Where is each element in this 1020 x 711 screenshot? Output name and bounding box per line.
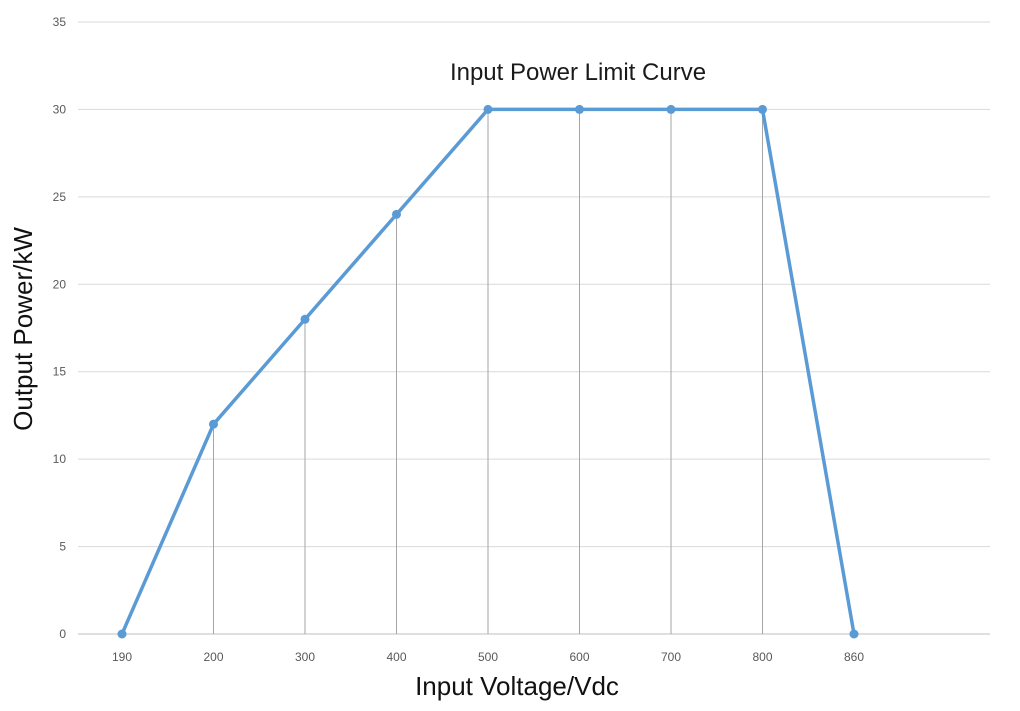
data-point-400 xyxy=(392,209,401,219)
x-tick-label: 190 xyxy=(112,650,132,664)
data-point-700 xyxy=(666,104,676,114)
x-tick-label: 800 xyxy=(752,650,772,664)
x-tick-label: 500 xyxy=(478,650,498,664)
data-point-500 xyxy=(483,104,493,114)
series-layer xyxy=(117,104,859,639)
data-point-300 xyxy=(300,314,310,324)
x-tick-label: 300 xyxy=(295,650,315,664)
x-tick-label: 860 xyxy=(844,650,864,664)
y-tick-label: 30 xyxy=(53,102,67,116)
chart-title: Input Power Limit Curve xyxy=(450,59,706,86)
x-axis-label: Input Voltage/Vdc xyxy=(415,671,619,701)
y-axis-ticks: 0 5 10 15 20 25 30 35 xyxy=(53,15,67,641)
y-tick-label: 5 xyxy=(59,540,66,554)
gridlines xyxy=(78,21,990,635)
data-point-200 xyxy=(209,419,218,429)
y-tick-label: 0 xyxy=(59,627,66,641)
data-point-190 xyxy=(117,629,127,639)
x-tick-label: 600 xyxy=(569,650,589,664)
x-tick-label: 200 xyxy=(203,650,223,664)
y-tick-label: 10 xyxy=(53,452,67,466)
x-tick-label: 700 xyxy=(661,650,681,664)
data-point-800 xyxy=(758,104,767,114)
drop-lines xyxy=(213,109,763,634)
x-tick-label: 400 xyxy=(386,650,406,664)
x-axis-ticks: 190 200 300 400 500 600 700 800 860 xyxy=(112,650,864,664)
data-point-860 xyxy=(849,629,859,639)
y-axis-label: Output Power/kW xyxy=(8,227,38,431)
data-point-600 xyxy=(575,104,584,114)
y-tick-label: 35 xyxy=(53,15,67,29)
y-tick-label: 15 xyxy=(53,365,67,379)
y-tick-label: 20 xyxy=(53,277,67,291)
y-tick-label: 25 xyxy=(53,190,67,204)
